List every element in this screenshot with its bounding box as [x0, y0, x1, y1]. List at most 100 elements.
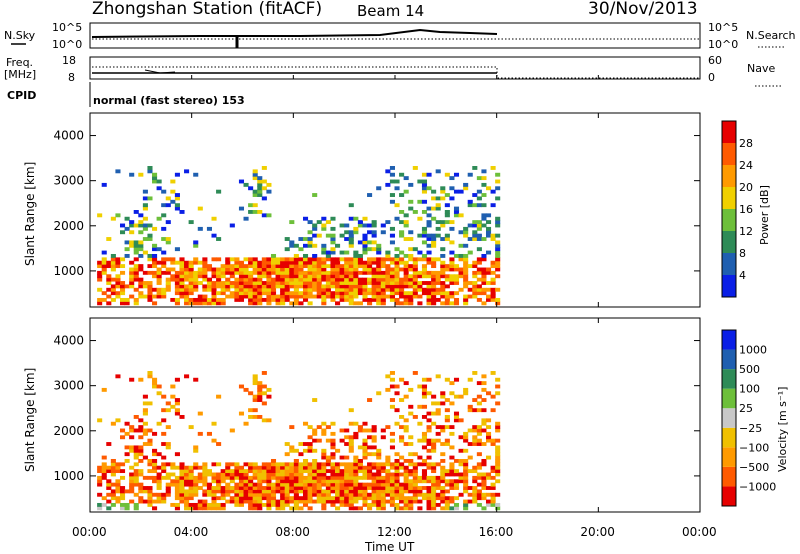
power-cell [97, 270, 103, 275]
power-cell [485, 294, 492, 299]
velocity-cell [284, 479, 290, 484]
velocity-cell [216, 486, 222, 490]
power-cell [298, 281, 304, 285]
velocity-cell [188, 465, 194, 470]
velocity-cell [449, 462, 455, 467]
y-tick-label: 1000 [53, 264, 84, 278]
power-cell [449, 186, 455, 191]
velocity-cell [399, 465, 405, 470]
velocity-cell [202, 506, 208, 511]
power-cell [229, 223, 235, 228]
power-cell [472, 223, 478, 228]
velocity-cell [344, 455, 350, 460]
velocity-cell [330, 489, 336, 494]
velocity-cell [261, 475, 267, 480]
power-cell [110, 291, 116, 296]
velocity-cell [476, 472, 482, 477]
velocity-cell [234, 502, 240, 507]
power-cell [431, 240, 437, 245]
velocity-cell [316, 496, 322, 501]
velocity-cell [119, 428, 126, 433]
power-cell [188, 281, 194, 285]
colorbar-segment [722, 349, 736, 370]
velocity-cell [174, 398, 180, 402]
velocity-cell [193, 445, 199, 450]
velocity-cell [280, 479, 286, 484]
power-cell [485, 281, 492, 285]
power-cell [174, 270, 180, 275]
power-cell [284, 274, 290, 279]
power-cell [417, 274, 423, 279]
power-cell [426, 220, 432, 225]
velocity-cell [385, 486, 391, 490]
velocity-cell [344, 428, 350, 433]
velocity-cell [142, 408, 148, 413]
velocity-cell [412, 486, 418, 490]
velocity-cell [193, 377, 199, 382]
velocity-cell [307, 442, 313, 446]
power-cell [440, 287, 446, 292]
power-cell [293, 243, 299, 248]
power-cell [129, 220, 135, 225]
velocity-cell [220, 506, 226, 511]
velocity-cell [440, 469, 446, 474]
power-cell [348, 301, 354, 306]
power-cell [280, 284, 286, 289]
velocity-cell [380, 435, 386, 440]
velocity-cell [325, 425, 331, 430]
power-cell [348, 260, 354, 265]
power-cell [417, 294, 423, 299]
velocity-cell [284, 465, 290, 470]
power-cell [435, 220, 441, 225]
velocity-cell [266, 475, 272, 480]
velocity-cell [394, 496, 400, 501]
velocity-cell [458, 479, 464, 484]
power-cell [426, 237, 432, 241]
velocity-cell [435, 496, 441, 501]
power-cell [330, 257, 336, 262]
power-cell [389, 179, 395, 184]
power-cell [119, 270, 126, 275]
power-cell [412, 166, 418, 170]
velocity-cell [362, 475, 368, 480]
power-cell [325, 270, 331, 275]
power-cell [330, 240, 336, 245]
velocity-cell [348, 421, 354, 426]
velocity-cell [97, 502, 103, 507]
power-cell [335, 257, 341, 262]
power-cell [431, 243, 437, 248]
velocity-cell [206, 482, 212, 487]
velocity-cell [289, 445, 295, 450]
power-cell [293, 284, 299, 289]
power-cell [335, 267, 341, 272]
velocity-cell [197, 411, 203, 416]
power-cell [312, 193, 318, 197]
power-cell [399, 260, 405, 265]
power-cell [312, 281, 318, 285]
power-cell [174, 260, 180, 265]
velocity-cell [371, 438, 377, 443]
power-cell [353, 257, 359, 262]
velocity-cell [193, 482, 199, 487]
velocity-cell [193, 448, 199, 453]
power-cell [238, 294, 245, 299]
velocity-cell [344, 489, 350, 494]
power-cell [129, 270, 135, 275]
power-cell [389, 226, 395, 231]
power-cell [362, 294, 368, 299]
velocity-cell [280, 489, 286, 494]
power-cell [97, 264, 103, 269]
velocity-cell [385, 472, 391, 477]
velocity-cell [463, 502, 469, 507]
velocity-cell [412, 489, 418, 494]
power-cell [495, 260, 501, 265]
power-cell [348, 284, 354, 289]
power-cell [316, 294, 322, 299]
velocity-cell [252, 499, 258, 504]
velocity-cell [367, 398, 373, 402]
power-cell [220, 287, 226, 292]
power-cell [449, 281, 455, 285]
power-cell [376, 257, 382, 262]
power-cell [348, 294, 354, 299]
velocity-cell [170, 404, 176, 409]
